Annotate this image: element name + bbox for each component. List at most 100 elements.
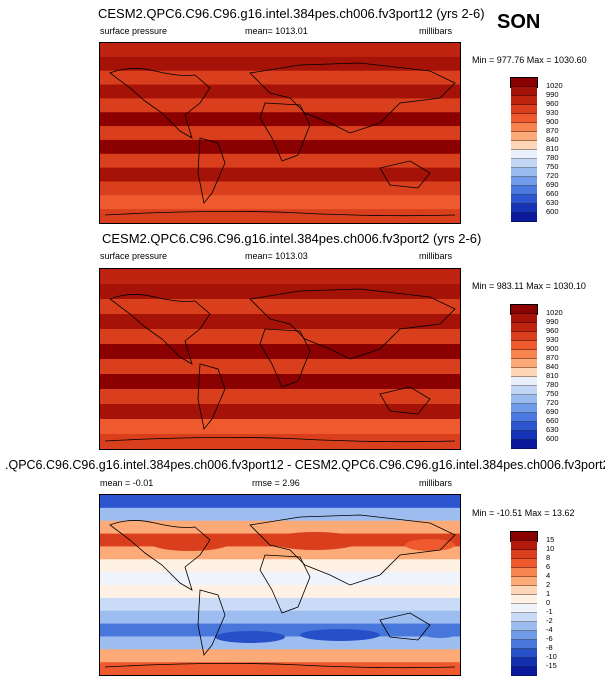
panel3-colorbar-swatch <box>511 640 537 649</box>
latitude-band <box>100 419 460 435</box>
panel2-colorbar-label: 840 <box>546 362 559 371</box>
panel2-colorbar-label: 1020 <box>546 308 563 317</box>
panel2-colorbar-swatch <box>511 395 537 404</box>
panel2-map-svg <box>100 269 460 449</box>
panel2-colorbar-swatch <box>511 440 537 449</box>
latitude-band <box>100 284 460 300</box>
panel1-title: CESM2.QPC6.C96.C96.g16.intel.384pes.ch00… <box>98 6 485 21</box>
panel1-colorbar-labels: 1020 990 960 930 900 870 840 810 780 750 720 690 660… <box>546 81 563 216</box>
panel3-colorbar-swatch <box>511 658 537 667</box>
panel3-colorbar-swatch <box>511 649 537 658</box>
panel3-colorbar-swatch <box>511 586 537 595</box>
panel2-colorbar-label: 720 <box>546 398 559 407</box>
panel2-colorbar-label: 870 <box>546 353 559 362</box>
latitude-band <box>100 70 460 86</box>
panel1-mean: mean= 1013.01 <box>245 26 308 36</box>
panel3-colorbar-swatch <box>511 631 537 640</box>
panel3-colorbar-swatch <box>511 595 537 604</box>
coastlines <box>104 514 456 669</box>
latitude-band <box>100 209 460 223</box>
panel2-colorbar-swatch <box>511 305 537 314</box>
panel3-colorbar-label: -4 <box>546 625 553 634</box>
latitude-band <box>100 167 460 182</box>
panel2-title: CESM2.QPC6.C96.C96.g16.intel.384pes.ch00… <box>102 231 482 246</box>
panel2-colorbar-swatch <box>511 323 537 332</box>
panel2-colorbar-swatch <box>511 332 537 341</box>
panel2-colorbar-swatch <box>511 431 537 440</box>
panel3-colorbar-swatch <box>511 532 537 541</box>
panel1-colorbar-swatch <box>511 177 537 186</box>
panel3-colorbar-label: 15 <box>546 535 555 544</box>
panel2-colorbar-swatch <box>511 404 537 413</box>
panel1-colorbar <box>510 77 538 222</box>
panel2-colorbar-label: 930 <box>546 335 559 344</box>
panel2-map <box>99 268 461 450</box>
panel3-colorbar-label: -2 <box>546 616 553 625</box>
latitude-band <box>100 153 460 169</box>
panel3-colorbar-swatch <box>511 604 537 613</box>
panel1-colorbar-label: 600 <box>546 207 559 216</box>
panel1-colorbar-swatch <box>511 96 537 105</box>
latitude-band <box>100 507 460 522</box>
latitude-band <box>100 139 460 155</box>
panel2-minmax: Min = 983.11 Max = 1030.10 <box>472 281 586 291</box>
panel1-colorbar-swatch <box>511 195 537 204</box>
panel1-colorbar-label: 960 <box>546 99 559 108</box>
latitude-band <box>100 359 460 375</box>
latitude-band <box>100 572 460 586</box>
panel1-minmax: Min = 977.76 Max = 1030.60 <box>472 55 587 65</box>
panel3-colorbar-label: -6 <box>546 634 553 643</box>
panel2-colorbar-label: 600 <box>546 434 559 443</box>
panel1-colorbar-label: 780 <box>546 153 559 162</box>
panel2-colorbar-swatch <box>511 386 537 395</box>
panel2-colorbar-swatch <box>511 314 537 323</box>
latitude-band <box>100 559 460 573</box>
panel2-colorbar-swatch <box>511 368 537 377</box>
panel1-units: millibars <box>419 26 453 36</box>
panel3-mean: mean = -0.01 <box>100 478 154 488</box>
panel3-title: .QPC6.C96.C96.g16.intel.384pes.ch006.fv3… <box>5 458 605 472</box>
panel1-colorbar-swatch <box>511 213 537 222</box>
panel3-colorbar-label: 10 <box>546 544 555 553</box>
panel1-colorbar-label: 690 <box>546 180 559 189</box>
panel2-colorbar-label: 900 <box>546 344 559 353</box>
panel3-colorbar-label: 0 <box>546 598 551 607</box>
latitude-band <box>100 98 460 113</box>
anomaly-blobs <box>150 532 458 643</box>
panel2-colorbar-swatch <box>511 359 537 368</box>
panel3-colorbar-label: 4 <box>546 571 551 580</box>
panel1-colorbar-swatch <box>511 150 537 159</box>
panel1-colorbar-swatch <box>511 132 537 141</box>
latitude-band <box>100 636 460 650</box>
panel1-colorbar-label: 750 <box>546 162 559 171</box>
latitude-band <box>100 126 460 141</box>
panel1-colorbar-label: 840 <box>546 135 559 144</box>
panel1-colorbar-label: 810 <box>546 144 559 153</box>
panel3-colorbar <box>510 531 538 676</box>
panel3-colorbar-swatch <box>511 568 537 577</box>
latitude-band <box>100 181 460 196</box>
panel2-variable: surface pressure <box>100 251 168 261</box>
panel1-colorbar-swatch <box>511 114 537 123</box>
panel2-colorbar-swatch <box>511 350 537 359</box>
panel2-mean: mean= 1013.03 <box>245 251 308 261</box>
panel2-colorbar-label: 990 <box>546 317 559 326</box>
panel3-colorbar-swatch <box>511 667 537 676</box>
panel3-colorbar-label: 2 <box>546 580 551 589</box>
panel3-colorbar-label: -15 <box>546 661 557 670</box>
panel2-colorbar <box>510 304 538 449</box>
coastlines <box>104 62 456 217</box>
season-label: SON <box>497 11 541 33</box>
panel2-colorbar-label: 690 <box>546 407 559 416</box>
latitude-band <box>100 43 460 58</box>
panel3-colorbar-swatch <box>511 559 537 568</box>
coastlines <box>104 288 456 443</box>
panel3-colorbar-swatch <box>511 577 537 586</box>
latitude-band <box>100 520 460 535</box>
latitude-band <box>100 404 460 420</box>
pressure-bands <box>100 43 460 223</box>
panel1-colorbar-swatch <box>511 123 537 132</box>
latitude-band <box>100 269 460 285</box>
panel2-colorbar-label: 960 <box>546 326 559 335</box>
panel3-colorbar-labels: 15 10 8 6 4 2 1 0 -1 -2 -4 -6 -8 -10 -15 <box>546 535 557 670</box>
